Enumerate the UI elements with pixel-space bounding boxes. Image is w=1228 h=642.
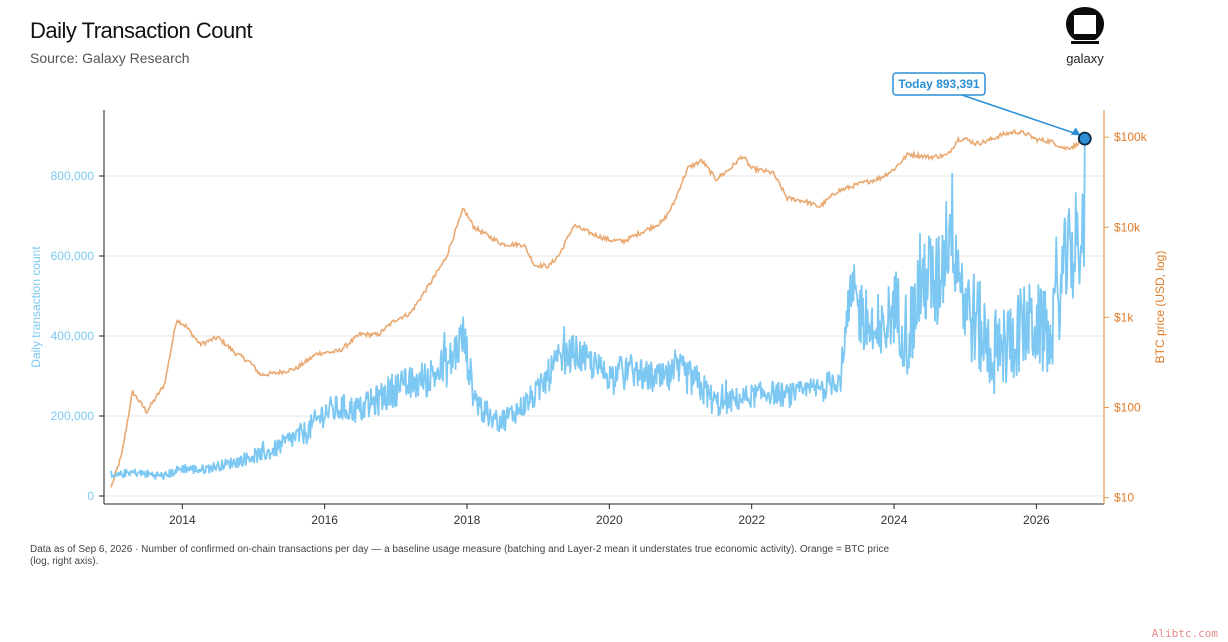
galaxy-logo-icon [1066, 7, 1104, 44]
x-tick-label: 2020 [596, 513, 623, 527]
x-tick-label: 2016 [311, 513, 338, 527]
right-tick-label: $10k [1114, 220, 1141, 234]
x-tick-label: 2014 [169, 513, 196, 527]
logo-wordmark: galaxy [1066, 51, 1104, 66]
today-marker [1077, 131, 1092, 146]
gridlines [104, 175, 1104, 497]
left-axis-title: Daily transaction count [29, 246, 43, 368]
x-tick-label: 2024 [881, 513, 908, 527]
left-tick-label: 0 [87, 489, 94, 503]
chart-title: Daily Transaction Count [30, 18, 253, 43]
annotation-arrowhead [1070, 127, 1081, 136]
watermark: Alibtc.com [1151, 627, 1218, 640]
footnote: Data as of Sep 6, 2026 · Number of confi… [30, 544, 890, 567]
right-tick-label: $100k [1114, 130, 1148, 144]
annotation-box [892, 72, 986, 96]
annotation-label: Today 893,391 [898, 77, 979, 91]
chart-subtitle: Source: Galaxy Research [30, 50, 190, 66]
today-annotation: Today 893,391 [892, 72, 1092, 146]
right-axis-title: BTC price (USD, log) [1153, 251, 1167, 364]
galaxy-logo: galaxy [1062, 6, 1108, 66]
x-tick-label: 2026 [1023, 513, 1050, 527]
right-tick-label: $100 [1114, 401, 1141, 415]
btc-price-series [110, 128, 1086, 488]
chart-canvas: 2014 2016 2018 2020 2022 2024 2026 0 200,000 400,… [29, 72, 1167, 527]
left-tick-label: 200,000 [51, 409, 95, 423]
left-tick-label: 800,000 [51, 169, 95, 183]
x-tick-label: 2018 [454, 513, 481, 527]
x-tick-label: 2022 [738, 513, 765, 527]
left-tick-label: 400,000 [51, 329, 95, 343]
annotation-arrow [961, 94, 1080, 136]
right-tick-label: $1k [1114, 310, 1134, 324]
left-tick-label: 600,000 [51, 249, 95, 263]
transaction-count-series [110, 138, 1086, 481]
transaction-count-line [110, 138, 1086, 481]
right-tick-label: $10 [1114, 491, 1134, 505]
axes: 2014 2016 2018 2020 2022 2024 2026 0 200,000 400,… [29, 110, 1167, 527]
btc-price-line [110, 128, 1086, 488]
